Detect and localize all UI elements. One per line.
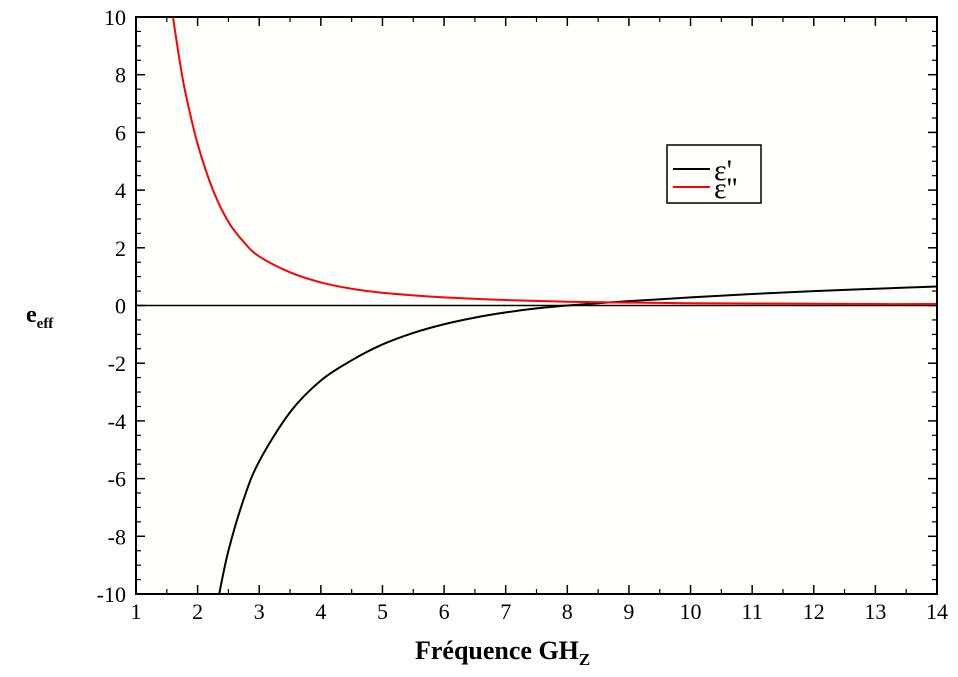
- y-axis-label: eeff: [26, 302, 53, 333]
- x-tick-label: 5: [377, 599, 388, 624]
- x-tick-label: 11: [742, 599, 763, 624]
- y-tick-label: -6: [108, 467, 126, 492]
- y-tick-label: 10: [104, 5, 126, 30]
- plot-frame: [135, 16, 938, 595]
- x-axis-label-sub: Z: [578, 650, 591, 669]
- x-tick-label: 6: [439, 599, 450, 624]
- y-tick-label: 2: [115, 236, 126, 261]
- series-eps-double-prime-line: [171, 16, 938, 306]
- legend-box: [666, 144, 762, 204]
- x-tick-label: 4: [315, 599, 326, 624]
- y-axis-label-sub: eff: [36, 316, 54, 332]
- y-tick-label: -10: [97, 582, 126, 607]
- x-tick-label: 2: [192, 599, 203, 624]
- y-tick-label: 6: [115, 120, 126, 145]
- y-tick-label: 4: [115, 178, 126, 203]
- legend-label-eps-double-prime: ε'': [714, 172, 737, 205]
- y-tick-label: 8: [115, 63, 126, 88]
- x-tick-label: 9: [623, 599, 634, 624]
- x-tick-label: 8: [562, 599, 573, 624]
- y-tick-label: 0: [115, 294, 126, 319]
- x-axis-label: Fréquence GHZ: [415, 636, 590, 670]
- x-tick-label: 3: [254, 599, 265, 624]
- legend-label-eps-prime: ε': [714, 154, 732, 187]
- legend: ε' ε'': [666, 144, 762, 205]
- y-axis-label-main: e: [26, 302, 37, 328]
- y-tick-label: -2: [108, 351, 126, 376]
- x-tick-label: 7: [500, 599, 511, 624]
- x-tick-label: 14: [926, 599, 948, 624]
- x-tick-label: 1: [131, 599, 142, 624]
- series-eps-prime-line: [218, 285, 938, 595]
- x-tick-label: 10: [680, 599, 702, 624]
- x-tick-label: 12: [803, 599, 825, 624]
- x-axis-label-main: Fréquence GH: [415, 636, 579, 665]
- y-tick-label: -8: [108, 524, 126, 549]
- series-layer: [171, 16, 938, 595]
- x-tick-label: 13: [864, 599, 886, 624]
- y-tick-label: -4: [108, 409, 126, 434]
